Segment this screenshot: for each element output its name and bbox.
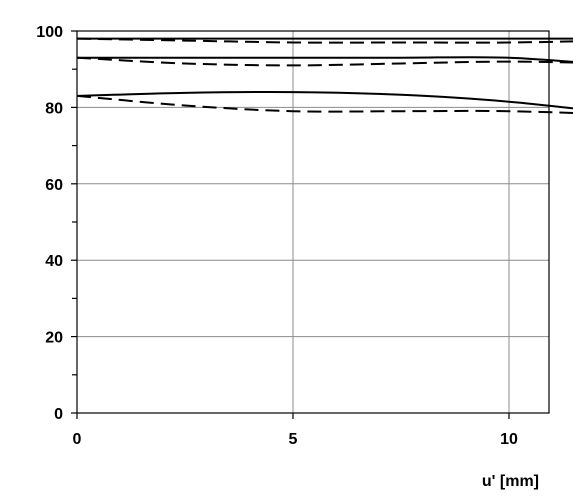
y-tick-label: 20 xyxy=(45,330,63,347)
x-tick-label: 5 xyxy=(289,431,298,448)
y-tick-label: 0 xyxy=(54,406,63,423)
x-tick-label: 0 xyxy=(73,431,82,448)
x-axis-label: u' [mm] xyxy=(482,473,539,490)
grid-lines xyxy=(77,30,549,413)
axis-ticks xyxy=(71,30,510,419)
y-tick-label: 60 xyxy=(45,177,63,194)
y-tick-label: 80 xyxy=(45,100,63,117)
series-group xyxy=(76,37,573,115)
y-tick-label: 40 xyxy=(45,253,63,270)
series-line-3-solid xyxy=(77,56,573,63)
x-tick-label: 10 xyxy=(500,431,518,448)
series-line-4-dashed xyxy=(76,56,573,67)
series-line-6-dashed xyxy=(76,94,573,115)
tick-labels: 02040608010005101520 xyxy=(36,24,518,448)
plot-frame xyxy=(76,30,550,414)
series-line-5-solid xyxy=(76,91,573,110)
y-tick-label: 100 xyxy=(36,24,63,41)
series-line-2-dashed xyxy=(76,37,573,44)
